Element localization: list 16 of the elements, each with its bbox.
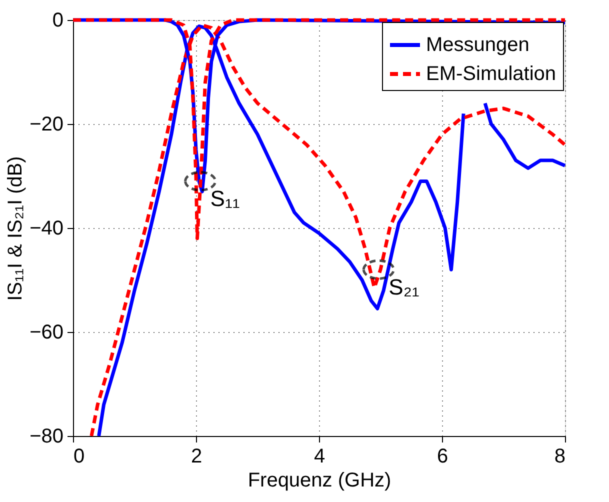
y-tick-label: −20 <box>30 114 64 136</box>
y-tick-label: −80 <box>30 426 64 448</box>
x-tick-label: 4 <box>314 446 326 468</box>
annotation: S₁₁ <box>210 186 240 212</box>
x-tick-label: 6 <box>436 446 448 468</box>
legend-label: EM-Simulation <box>426 63 556 85</box>
x-tick-label: 8 <box>554 446 566 468</box>
y-tick-label: −40 <box>30 218 64 240</box>
x-tick-label: 0 <box>74 446 85 468</box>
x-axis-title: Frequenz (GHz) <box>248 470 392 492</box>
y-tick-label: −60 <box>30 322 64 344</box>
y-tick-label: 0 <box>52 10 64 32</box>
x-tick-label: 2 <box>190 446 202 468</box>
y-axis-title: IS₁₁I & IS₂₁I (dB) <box>4 156 27 301</box>
legend-label: Messungen <box>426 34 530 56</box>
annotation: S₂₁ <box>388 274 420 300</box>
